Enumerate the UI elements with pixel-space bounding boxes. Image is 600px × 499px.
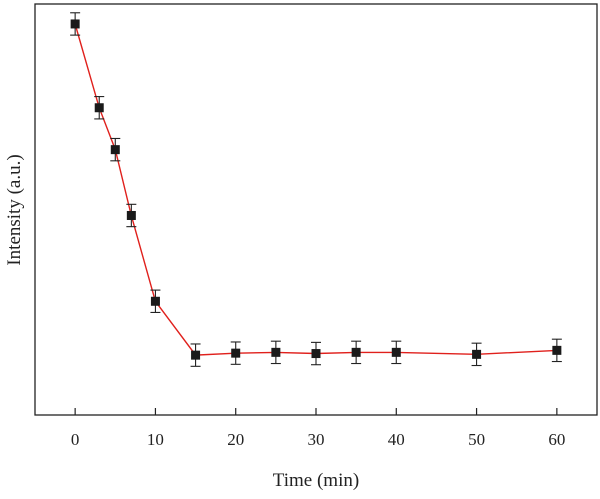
y-axis-title: Intensity (a.u.) (4, 154, 25, 265)
data-point (472, 349, 482, 359)
x-tick-label: 10 (147, 430, 164, 449)
series-line (74, 23, 557, 356)
data-point (191, 350, 201, 360)
markers-group (70, 19, 562, 360)
data-point (552, 345, 562, 355)
data-point (391, 347, 401, 357)
x-tick-label: 60 (548, 430, 565, 449)
data-point (70, 19, 80, 29)
error-bars-group (70, 12, 562, 367)
x-tick-label: 20 (227, 430, 244, 449)
x-axis-title: Time (min) (273, 470, 359, 491)
x-tick-label: 0 (71, 430, 80, 449)
data-point (126, 210, 136, 220)
x-tick-label: 50 (468, 430, 485, 449)
data-point (311, 349, 321, 359)
x-axis-ticks: 0 10 20 30 40 50 60 (71, 408, 565, 449)
data-point (351, 347, 361, 357)
data-point (110, 145, 120, 155)
data-point (271, 347, 281, 357)
x-tick-label: 30 (308, 430, 325, 449)
data-point (231, 348, 241, 358)
x-tick-label: 40 (388, 430, 405, 449)
data-point (94, 103, 104, 113)
data-point (150, 296, 160, 306)
series-line-group (74, 23, 557, 356)
